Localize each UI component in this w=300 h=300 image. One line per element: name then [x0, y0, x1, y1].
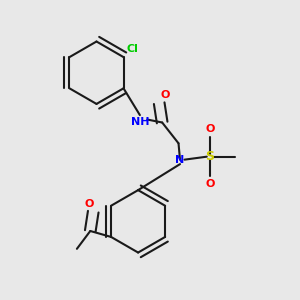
Text: Cl: Cl — [127, 44, 138, 54]
Text: O: O — [84, 199, 94, 209]
Text: O: O — [205, 124, 214, 134]
Text: O: O — [161, 90, 170, 100]
Text: NH: NH — [130, 117, 149, 127]
Text: O: O — [205, 179, 214, 189]
Text: S: S — [205, 150, 214, 163]
Text: N: N — [176, 155, 184, 165]
